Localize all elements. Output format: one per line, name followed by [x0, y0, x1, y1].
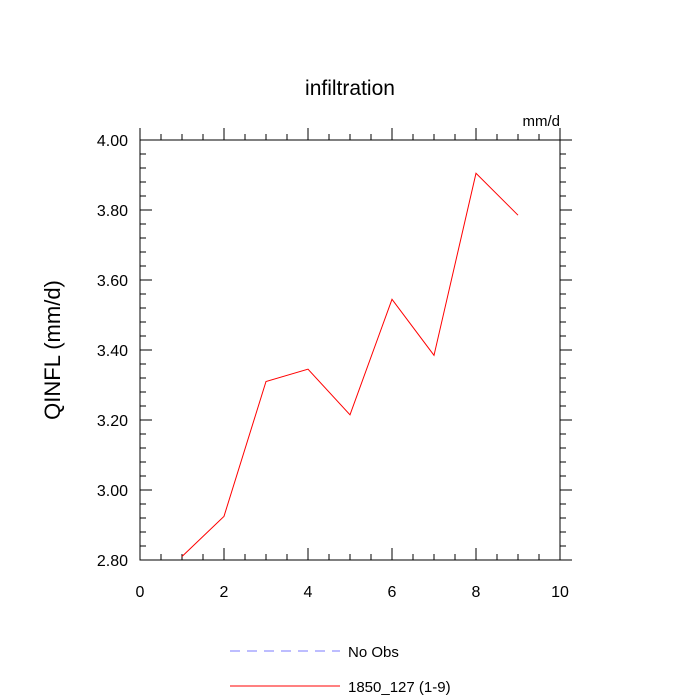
units-label: mm/d	[523, 113, 561, 130]
y-tick-label: 3.40	[97, 343, 128, 360]
y-tick-label: 3.80	[97, 203, 128, 220]
y-tick-label: 3.60	[97, 273, 128, 290]
y-tick-label: 2.80	[97, 553, 128, 570]
plot-area: 0 2 4 6 8 10 2.80 3.00 3.20 3.40 3.60 3.80 4.00	[97, 128, 572, 601]
series-line	[181, 172, 519, 557]
legend: No Obs 1850_127 (1-9)	[230, 644, 451, 696]
x-tick-label: 8	[472, 584, 481, 601]
x-tick-label: 6	[388, 584, 397, 601]
x-tick-label: 2	[220, 584, 229, 601]
y-tick-label: 3.20	[97, 413, 128, 430]
x-tick-label: 10	[551, 584, 569, 601]
legend-label: 1850_127 (1-9)	[348, 679, 451, 696]
y-tick-label: 4.00	[97, 133, 128, 150]
x-tick-label: 4	[304, 584, 313, 601]
legend-label: No Obs	[348, 644, 399, 661]
y-axis-label: QINFL (mm/d)	[40, 280, 65, 420]
plot-frame	[139, 139, 561, 561]
y-tick-label: 3.00	[97, 483, 128, 500]
chart-title: infiltration	[305, 77, 395, 100]
x-tick-label: 0	[136, 584, 145, 601]
